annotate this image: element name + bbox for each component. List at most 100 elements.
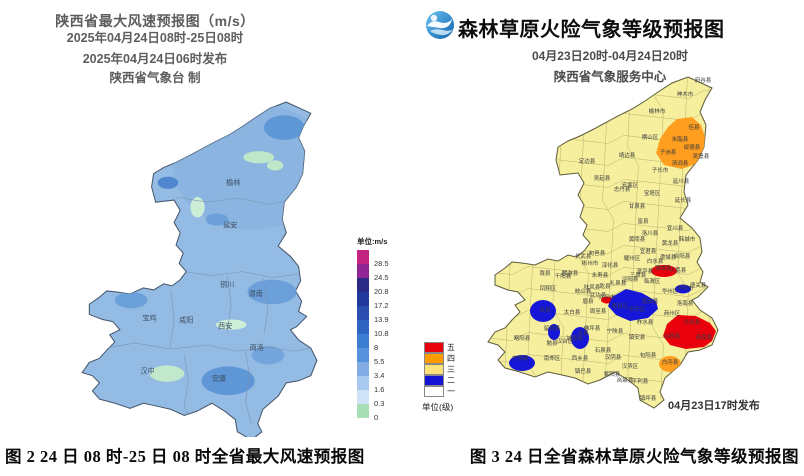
county-label: 城固县 — [567, 335, 584, 342]
county-label: 紫阳县 — [604, 370, 621, 378]
wind-legend-swatch: 1.6 — [357, 376, 384, 394]
county-label: 凤翔区 — [540, 284, 557, 292]
caption-fig2: 图 2 24 日 08 时-25 日 08 时全省最大风速预报图 — [5, 447, 365, 466]
county-label: 武功县 — [590, 291, 607, 299]
county-label: 南郑区 — [544, 354, 561, 362]
county-label: 志丹县 — [614, 185, 631, 193]
county-label: 吴起县 — [594, 175, 611, 182]
fire-legend-level: 三 — [424, 364, 455, 375]
county-label: 汉台区 — [557, 337, 574, 345]
county-label: 华阴市 — [677, 284, 694, 292]
county-label: 乾县 — [599, 282, 611, 290]
fire-map-danger-regions — [509, 117, 716, 372]
wind-legend-value: 0 — [374, 413, 379, 422]
county-label: 佳县 — [688, 123, 700, 131]
city-label: 西安 — [218, 322, 232, 331]
county-label: 旬邑县 — [589, 249, 606, 257]
county-label: 岚皋县 — [617, 376, 634, 384]
county-label: 吴堡县 — [693, 152, 710, 160]
wind-map-valid-time: 2025年04月24日08时-25日08时 — [66, 31, 244, 45]
county-label: 神木市 — [677, 90, 694, 98]
county-label: 甘泉县 — [629, 202, 646, 210]
county-label: 柞水县 — [637, 318, 654, 326]
wind-legend-swatch: 20.8 — [357, 278, 389, 296]
county-label: 山阳县 — [664, 332, 681, 340]
county-label: 安塞区 — [622, 181, 639, 189]
county-label: 长安区 — [629, 305, 646, 313]
wind-legend-value: 1.6 — [374, 385, 385, 394]
wind-legend-value: 13.9 — [374, 315, 389, 324]
county-label: 扶风县 — [584, 283, 601, 291]
wind-map-producer: 陕西省气象台 制 — [109, 71, 201, 85]
county-label: 宜川县 — [667, 224, 684, 232]
county-label: 镇坪县 — [640, 394, 657, 402]
county-label: 佛坪县 — [584, 324, 601, 332]
wind-legend-swatch: 24.5 — [357, 264, 389, 282]
wind-legend-swatch: 0 — [357, 404, 378, 422]
county-label: 鄠邑区 — [612, 302, 629, 310]
county-label: 宁陕县 — [607, 327, 624, 335]
county-label: 富平县 — [637, 267, 654, 275]
county-label: 陇县 — [539, 269, 551, 277]
county-label: 周至县 — [590, 308, 607, 315]
county-label: 韩城市 — [679, 235, 696, 243]
county-label: 潼关县 — [690, 281, 707, 289]
county-label: 米脂县 — [672, 135, 689, 143]
county-label: 蒲城县 — [655, 264, 672, 272]
wind-legend-swatch: 0.3 — [357, 390, 384, 408]
city-label: 宝鸡 — [142, 314, 156, 323]
city-label: 铜川 — [220, 280, 234, 289]
county-label: 略阳县 — [514, 334, 531, 342]
county-label: 三原县 — [630, 272, 647, 279]
county-label: 西乡县 — [572, 355, 589, 362]
fire-map-issue-note: 04月23日17时发布 — [668, 400, 760, 412]
county-label: 岐山县 — [575, 287, 592, 295]
county-label: 彬州市 — [582, 259, 599, 267]
county-label: 凤县 — [539, 307, 551, 314]
county-label: 汉滨区 — [622, 362, 639, 370]
wind-legend-value: 28.5 — [374, 259, 389, 268]
city-label: 汉中 — [140, 367, 154, 376]
wind-legend-unit: 单位:m/s — [357, 237, 388, 246]
wind-legend: 单位:m/s 28.5 24.5 20.8 17.2 13.9 10.8 8 5.5 3.4 1.… — [357, 236, 389, 422]
county-label: 耀州区 — [624, 254, 641, 262]
county-label: 镇安县 — [629, 333, 646, 341]
fire-legend-unit: 单位(级) — [422, 402, 454, 412]
county-label: 永寿县 — [592, 271, 609, 279]
county-label: 白水县 — [647, 257, 664, 265]
caption-fig3: 图 3 24 日全省森林草原火险气象等级预报图 — [469, 447, 799, 466]
county-label: 宁强县 — [512, 354, 529, 362]
county-label: 白河县 — [662, 358, 679, 366]
county-label: 子长市 — [652, 166, 669, 174]
wind-map-title: 陕西省最大风速预报图（m/s） — [55, 13, 255, 29]
wind-legend-swatch: 5.5 — [357, 348, 384, 366]
fire-map-valid-time: 04月23日20时-04月24日20时 — [531, 49, 689, 63]
county-label: 镇巴县 — [575, 367, 592, 375]
fire-legend-level: 五 — [424, 342, 455, 353]
wind-legend-swatch: 13.9 — [357, 306, 389, 324]
fire-map-producer: 陕西省气象服务中心 — [553, 70, 667, 84]
county-label: 合阳县 — [674, 252, 691, 260]
fire-legend-level: 一 — [424, 386, 455, 397]
county-label: 定边县 — [579, 157, 596, 165]
county-label: 横山区 — [642, 133, 659, 141]
county-label: 洛川县 — [642, 229, 659, 237]
county-label: 汉阴县 — [605, 353, 622, 361]
county-label: 子洲县 — [660, 149, 677, 156]
city-label: 延安 — [223, 221, 237, 230]
county-label: 千阳县 — [555, 272, 572, 280]
county-label: 榆林市 — [649, 107, 666, 115]
fire-map-title: 森林草原火险气象等级预报图 — [458, 19, 725, 41]
county-label: 淳化县 — [602, 261, 619, 269]
wind-legend-value: 5.5 — [374, 357, 385, 366]
wind-legend-swatch: 28.5 — [357, 250, 389, 268]
county-label: 华州区 — [662, 287, 679, 295]
weather-service-logo-icon — [426, 11, 454, 39]
city-label: 咸阳 — [179, 316, 193, 325]
city-label: 商洛 — [250, 343, 264, 352]
county-label: 礼泉县 — [610, 279, 627, 287]
wind-legend-value: 3.4 — [374, 371, 385, 380]
